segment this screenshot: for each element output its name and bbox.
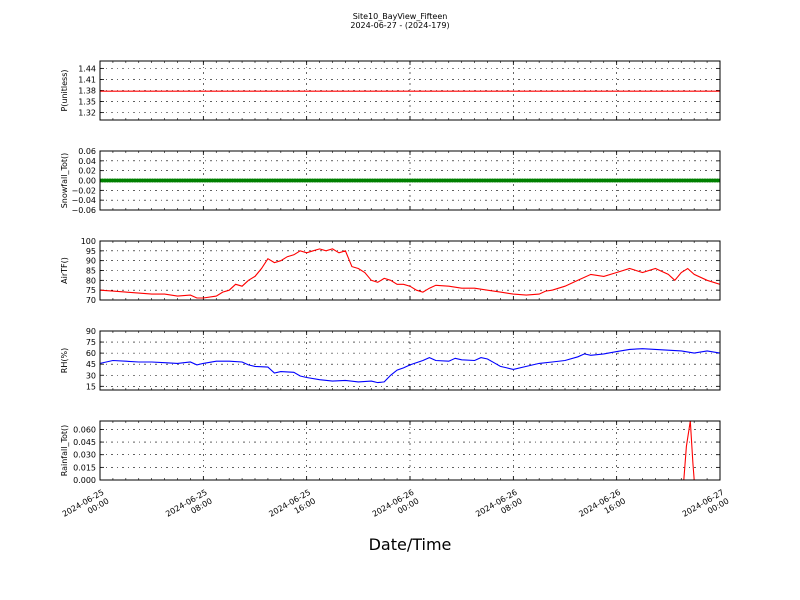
x-tick-label: 2024-06-2508:00 [164, 488, 214, 528]
y-axis-label: AirTF() [60, 257, 69, 284]
panel-frame [99, 240, 721, 301]
y-axis-label: RH(%) [60, 348, 69, 373]
x-tick-label: 2024-06-2516:00 [267, 488, 317, 528]
chart-subtitle: 2024-06-27 - (2024-179) [350, 21, 449, 30]
panel-frame [99, 60, 721, 121]
y-tick-label: −0.02 [71, 186, 96, 195]
panel-rainfall-tot: 0.000 0.015 0.030 0.045 0.060 Rainfall_Tot() [60, 420, 721, 485]
panel-frame [99, 420, 721, 481]
y-tick-label: 1.38 [78, 87, 96, 96]
x-axis-label: Date/Time [369, 535, 452, 554]
panel-frame [99, 330, 721, 391]
series-line-rainfall-tot [100, 421, 720, 480]
y-tick-label: 100 [81, 237, 96, 246]
x-tick-labels: 2024-06-2500:00 2024-06-2508:00 2024-06-25… [61, 488, 731, 528]
y-tick-label: −0.06 [71, 206, 96, 215]
y-tick-label: 75 [86, 286, 96, 295]
y-axis-label: Rainfall_Tot() [60, 425, 69, 477]
y-tick-label: 1.41 [78, 75, 96, 84]
panel-p-unitless: 1.32 1.35 1.38 1.41 1.44 P(unitless) [60, 60, 721, 121]
series-line-rh [100, 348, 720, 384]
y-tick-label: 1.35 [78, 98, 96, 107]
y-tick-label: 0.030 [73, 451, 96, 460]
y-tick-label: 60 [86, 349, 96, 358]
panel-frame [99, 150, 721, 211]
panel-snowfall-tot: −0.06−0.04−0.020.000.020.040.06 Snowfall_… [60, 147, 721, 215]
y-tick-label: 90 [86, 327, 96, 336]
x-tick-label: 2024-06-2608:00 [474, 488, 524, 528]
x-tick-label: 2024-06-2500:00 [61, 488, 111, 528]
y-tick-label: 0.060 [73, 425, 96, 434]
chart-title: Site10_BayView_Fifteen [353, 12, 448, 21]
series-snowfall-tot [100, 178, 720, 183]
panel-rh: 15 30 45 60 75 90 RH(%) [60, 327, 721, 391]
y-axis-label: P(unitless) [60, 69, 69, 111]
y-tick-label: 1.44 [78, 64, 96, 73]
x-tick-label: 2024-06-2616:00 [577, 488, 627, 528]
y-tick-label: 0.045 [73, 438, 96, 447]
panels-group: 1.321.351.381.411.44P(unitless)−0.06−0.0… [60, 60, 721, 485]
series-line-airtf [100, 248, 720, 299]
y-tick-label: 90 [86, 257, 96, 266]
y-tick-label: 15 [86, 382, 96, 391]
y-tick-label: 45 [86, 360, 96, 369]
y-axis-label: Snowfall_Tot() [60, 153, 69, 209]
y-tick-label: 70 [86, 296, 96, 305]
y-tick-label: 75 [86, 338, 96, 347]
y-tick-label: 0.04 [78, 157, 96, 166]
y-tick-label: 0.02 [78, 167, 96, 176]
y-tick-label: 0.06 [78, 147, 96, 156]
y-tick-label: 30 [86, 371, 96, 380]
y-tick-label: 0.015 [73, 463, 96, 472]
x-tick-label: 2024-06-2700:00 [681, 488, 731, 528]
y-tick-label: 95 [86, 247, 96, 256]
y-tick-label: 85 [86, 267, 96, 276]
y-tick-label: 1.32 [78, 109, 96, 118]
x-tick-label: 2024-06-2600:00 [371, 488, 421, 528]
y-tick-label: −0.04 [71, 196, 96, 205]
y-tick-label: 0.00 [78, 177, 96, 186]
y-tick-label: 0.000 [73, 476, 96, 485]
y-tick-label: 80 [86, 276, 96, 285]
